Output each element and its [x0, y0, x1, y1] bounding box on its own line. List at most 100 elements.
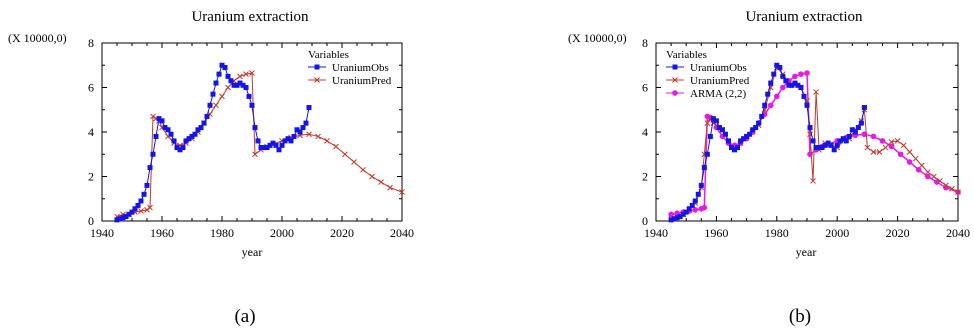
x-tick-label: 1940	[644, 226, 668, 240]
series-uraniumobs-point	[729, 145, 734, 151]
series-uraniumobs-point	[297, 129, 303, 135]
series-uraniumpred-point	[306, 131, 312, 138]
series-uraniumobs-point	[816, 145, 822, 151]
series-uraniumobs-point	[192, 131, 198, 137]
series-uraniumobs-point	[735, 145, 741, 151]
series-uraniumobs-point	[294, 127, 300, 133]
x-tick-label: 1980	[765, 226, 789, 240]
series-uraniumobs-point	[255, 138, 261, 144]
series-arma-2-2-point	[934, 179, 940, 185]
series-arma-2-2-point	[897, 151, 904, 158]
series-uraniumobs-point	[267, 142, 273, 148]
y-tick-label: 0	[642, 214, 648, 228]
series-uraniumobs-point	[126, 211, 132, 217]
series-uraniumobs-point	[777, 64, 783, 70]
series-arma-2-2-point	[774, 93, 780, 100]
series-uraniumobs-point	[303, 120, 309, 126]
series-uraniumpred-point	[876, 149, 883, 155]
series-uraniumpred-point	[930, 173, 937, 180]
series-arma-2-2-point	[668, 211, 674, 218]
x-tick-label: 2000	[270, 226, 294, 240]
series-uraniumobs-point	[189, 133, 195, 139]
chart-title: Uranium extraction	[191, 9, 309, 25]
series-arma-2-2-point	[767, 102, 774, 109]
series-uraniumobs-point	[704, 151, 710, 157]
series-uraniumpred-point	[315, 133, 321, 140]
series-uraniumobs-point	[744, 133, 750, 139]
series-uraniumobs-point	[270, 140, 276, 146]
legend-label: UraniumPred	[332, 75, 392, 87]
y-tick-label: 2	[642, 170, 648, 184]
series-uraniumobs-point	[807, 125, 813, 131]
series-uraniumobs-point	[762, 102, 768, 108]
series-uraniumobs-point	[174, 145, 180, 151]
series-arma-2-2-point	[701, 204, 708, 211]
series-uraniumpred-point	[249, 70, 255, 76]
series-uraniumobs-point	[695, 191, 701, 197]
series-uraniumpred-point	[351, 159, 357, 165]
series-uraniumobs-point	[141, 191, 147, 197]
series-uraniumobs-point	[725, 138, 731, 144]
legend-label: UraniumObs	[332, 62, 389, 74]
series-uraniumobs-point	[261, 145, 267, 151]
series-uraniumobs-point	[786, 82, 792, 88]
series-uraniumpred-point	[918, 162, 925, 169]
series-uraniumobs-point	[306, 105, 312, 111]
series-uraniumobs-point	[759, 113, 765, 119]
series-uraniumobs-point	[780, 73, 786, 79]
series-uraniumobs-point	[114, 217, 120, 223]
legend-label: UraniumObs	[690, 62, 747, 74]
series-uraniumpred-point	[924, 169, 931, 175]
y-tick-label: 6	[88, 81, 94, 95]
series-uraniumobs-point	[168, 131, 174, 137]
series-uraniumobs-point	[144, 182, 150, 188]
y-multiplier-label: (X 10000,0)	[568, 31, 627, 45]
series-uraniumpred-point	[219, 93, 225, 100]
series-arma-2-2-point	[906, 159, 913, 165]
series-uraniumobs-point	[249, 102, 255, 108]
series-arma-2-2-point	[792, 73, 798, 80]
series-uraniumobs-point	[186, 136, 192, 142]
series-uraniumobs-point	[858, 120, 864, 126]
series-uraniumobs-point	[792, 80, 798, 86]
y-tick-label: 4	[88, 125, 94, 139]
series-uraniumobs-point	[722, 131, 728, 137]
x-axis-label: year	[796, 245, 817, 259]
series-uraniumpred-point	[810, 178, 816, 184]
series-uraniumobs-point	[207, 102, 213, 108]
series-uraniumobs-point	[183, 138, 189, 144]
series-uraniumobs-point	[273, 142, 279, 148]
series-uraniumobs-point	[276, 147, 282, 153]
series-uraniumpred-point	[943, 182, 949, 189]
series-uraniumobs-point	[701, 165, 707, 171]
legend-swatch-marker	[672, 90, 678, 96]
series-arma-2-2-point	[804, 70, 810, 76]
series-uraniumpred-point	[150, 113, 156, 120]
series-uraniumobs-point	[683, 209, 689, 215]
panel-caption: (b)	[789, 306, 811, 327]
series-uraniumobs-point	[171, 138, 177, 144]
y-tick-label: 8	[88, 36, 94, 50]
series-uraniumobs-point	[213, 80, 219, 86]
series-uraniumobs-point	[240, 82, 246, 88]
series-uraniumpred-point	[937, 178, 943, 184]
series-uraniumpred-point	[252, 151, 258, 158]
series-uraniumpred-point	[949, 185, 955, 192]
panel-caption: (a)	[234, 306, 255, 327]
series-arma-2-2-point	[692, 207, 699, 213]
series-uraniumobs-point	[810, 138, 816, 144]
series-uraniumpred-point	[882, 144, 889, 151]
series-uraniumobs-point	[153, 133, 159, 139]
y-tick-label: 8	[642, 36, 648, 50]
series-uraniumpred-point	[813, 89, 819, 95]
series-uraniumobs-point	[677, 214, 683, 220]
series-uraniumobs-point	[861, 105, 867, 111]
series-uraniumobs-point	[692, 198, 698, 204]
series-uraniumpred-point	[399, 189, 405, 195]
series-uraniumpred-point	[324, 138, 330, 144]
series-uraniumobs-point	[204, 113, 210, 119]
series-uraniumobs-point	[147, 165, 153, 171]
y-tick-label: 6	[642, 81, 648, 95]
series-uraniumobs-point	[846, 133, 852, 139]
series-uraniumobs-point	[195, 127, 201, 133]
